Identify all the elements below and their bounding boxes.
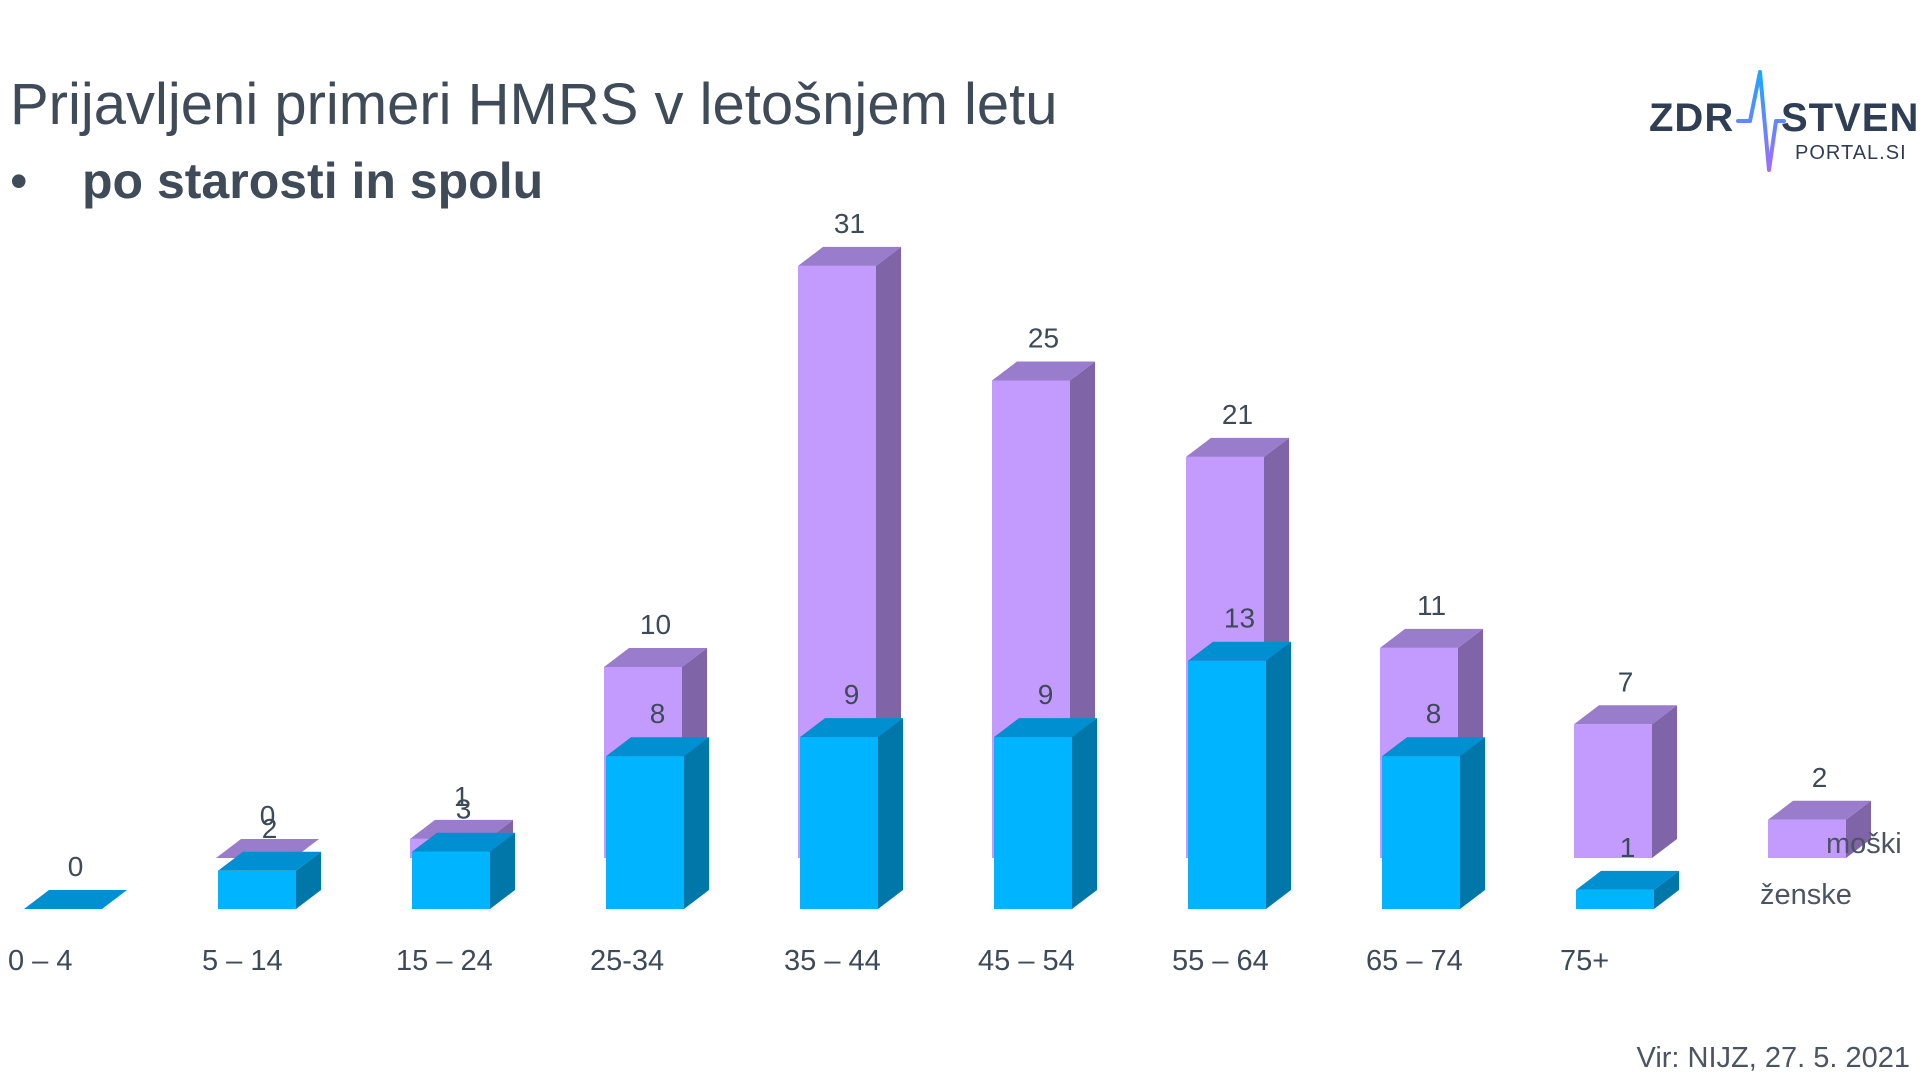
bar-moski-8-front bbox=[1768, 819, 1846, 858]
logo-subtext: PORTAL.SI bbox=[1795, 142, 1907, 164]
bar-zenske-6-value-label: 13 bbox=[1224, 603, 1255, 634]
bar-zenske-0-top bbox=[24, 890, 127, 909]
bar-moski-7-front bbox=[1574, 724, 1652, 858]
bar-moski-5-value-label: 21 bbox=[1222, 399, 1253, 430]
bar-zenske-8-top bbox=[1576, 870, 1679, 890]
bar-zenske-5-front bbox=[994, 737, 1072, 909]
x-tick-label-1: 5 – 14 bbox=[202, 945, 283, 977]
bar-moski-5-top bbox=[1186, 437, 1289, 457]
bar-moski-8-top bbox=[1768, 800, 1871, 820]
bar-moski-4-top bbox=[992, 361, 1095, 381]
bar-zenske-2-top bbox=[412, 832, 515, 852]
bar-moski-2-top bbox=[604, 648, 707, 667]
bar-zenske-2-front bbox=[412, 851, 490, 909]
bar-moski-3-side bbox=[876, 246, 901, 858]
bar-zenske-3-top bbox=[606, 737, 709, 757]
subtitle-text: po starosti in spolu bbox=[82, 153, 544, 209]
legend-moski: moški bbox=[1826, 828, 1902, 860]
bar-zenske-4-top bbox=[800, 718, 903, 738]
logo-text-left: ZDR bbox=[1649, 96, 1735, 140]
x-tick-label-2: 15 – 24 bbox=[396, 945, 493, 977]
bar-moski-7-value-label: 7 bbox=[1618, 666, 1634, 697]
bar-zenske-5-side bbox=[1072, 718, 1097, 909]
bar-zenske-4-side bbox=[878, 718, 903, 909]
bar-moski-2-value-label: 10 bbox=[640, 609, 671, 640]
bar-moski-0-value-label: 0 bbox=[260, 800, 276, 831]
bar-moski-7-top bbox=[1574, 705, 1677, 725]
bar-moski-6-top bbox=[1380, 628, 1483, 648]
bar-zenske-8-side bbox=[1654, 870, 1679, 909]
bar-zenske-1-front bbox=[218, 870, 296, 909]
bar-zenske-3-side bbox=[684, 737, 709, 909]
chart-subtitle: • po starosti in spolu bbox=[10, 156, 543, 206]
bar-zenske-7-front bbox=[1382, 756, 1460, 909]
x-tick-label-5: 45 – 54 bbox=[978, 945, 1075, 977]
x-tick-label-6: 55 – 64 bbox=[1172, 945, 1269, 977]
x-tick-label-8: 75+ bbox=[1560, 945, 1609, 977]
bar-moski-3-top bbox=[798, 246, 901, 266]
bar-zenske-1-value-label: 2 bbox=[262, 813, 278, 844]
bar-zenske-1-top bbox=[218, 851, 321, 871]
bar-zenske-8-front bbox=[1576, 889, 1654, 909]
zdravstveni-portal-logo[interactable]: ZDR STVENI PORTAL.SI bbox=[1640, 66, 1920, 178]
bar-zenske-5-top bbox=[994, 718, 1097, 738]
pulse-line-icon bbox=[1736, 70, 1786, 172]
bar-zenske-7-value-label: 8 bbox=[1426, 698, 1442, 729]
bar-zenske-2-value-label: 3 bbox=[456, 794, 472, 825]
bar-moski-7-side bbox=[1652, 705, 1677, 858]
bar-zenske-6-top bbox=[1188, 641, 1291, 661]
legend-zenske: ženske bbox=[1760, 879, 1852, 911]
bar-zenske-7-side bbox=[1460, 737, 1485, 909]
bar-zenske-8-value-label: 1 bbox=[1620, 832, 1636, 863]
source-note: Vir: NIJZ, 27. 5. 2021 bbox=[1636, 1042, 1911, 1074]
x-tick-label-4: 35 – 44 bbox=[784, 945, 881, 977]
chart-title: Prijavljeni primeri HMRS v letošnjem let… bbox=[10, 72, 1058, 137]
logo-text-right: STVENI bbox=[1781, 96, 1920, 140]
bar-zenske-6-front bbox=[1188, 660, 1266, 909]
bullet-icon: • bbox=[10, 153, 28, 209]
bar-zenske-4-value-label: 9 bbox=[844, 679, 860, 710]
bar-zenske-1-side bbox=[296, 851, 321, 909]
bar-moski-1-value-label: 1 bbox=[454, 781, 470, 812]
bar-moski-8-side bbox=[1846, 800, 1871, 858]
bar-zenske-0-value-label: 0 bbox=[68, 851, 84, 882]
x-tick-label-0: 0 – 4 bbox=[8, 945, 73, 977]
x-tick-label-7: 65 – 74 bbox=[1366, 945, 1463, 977]
bar-moski-4-value-label: 25 bbox=[1028, 323, 1059, 354]
bar-moski-6-value-label: 11 bbox=[1417, 590, 1446, 621]
bar-zenske-3-value-label: 8 bbox=[650, 698, 666, 729]
bar-zenske-2-side bbox=[490, 832, 515, 909]
bar-zenske-6-side bbox=[1266, 641, 1291, 909]
bar-moski-3-value-label: 31 bbox=[834, 208, 865, 239]
bar-zenske-3-front bbox=[606, 756, 684, 909]
bar-zenske-5-value-label: 9 bbox=[1038, 679, 1054, 710]
bar-moski-8-value-label: 2 bbox=[1812, 762, 1828, 793]
x-tick-label-3: 25-34 bbox=[590, 945, 664, 977]
bar-zenske-7-top bbox=[1382, 737, 1485, 757]
bar-zenske-4-front bbox=[800, 737, 878, 909]
